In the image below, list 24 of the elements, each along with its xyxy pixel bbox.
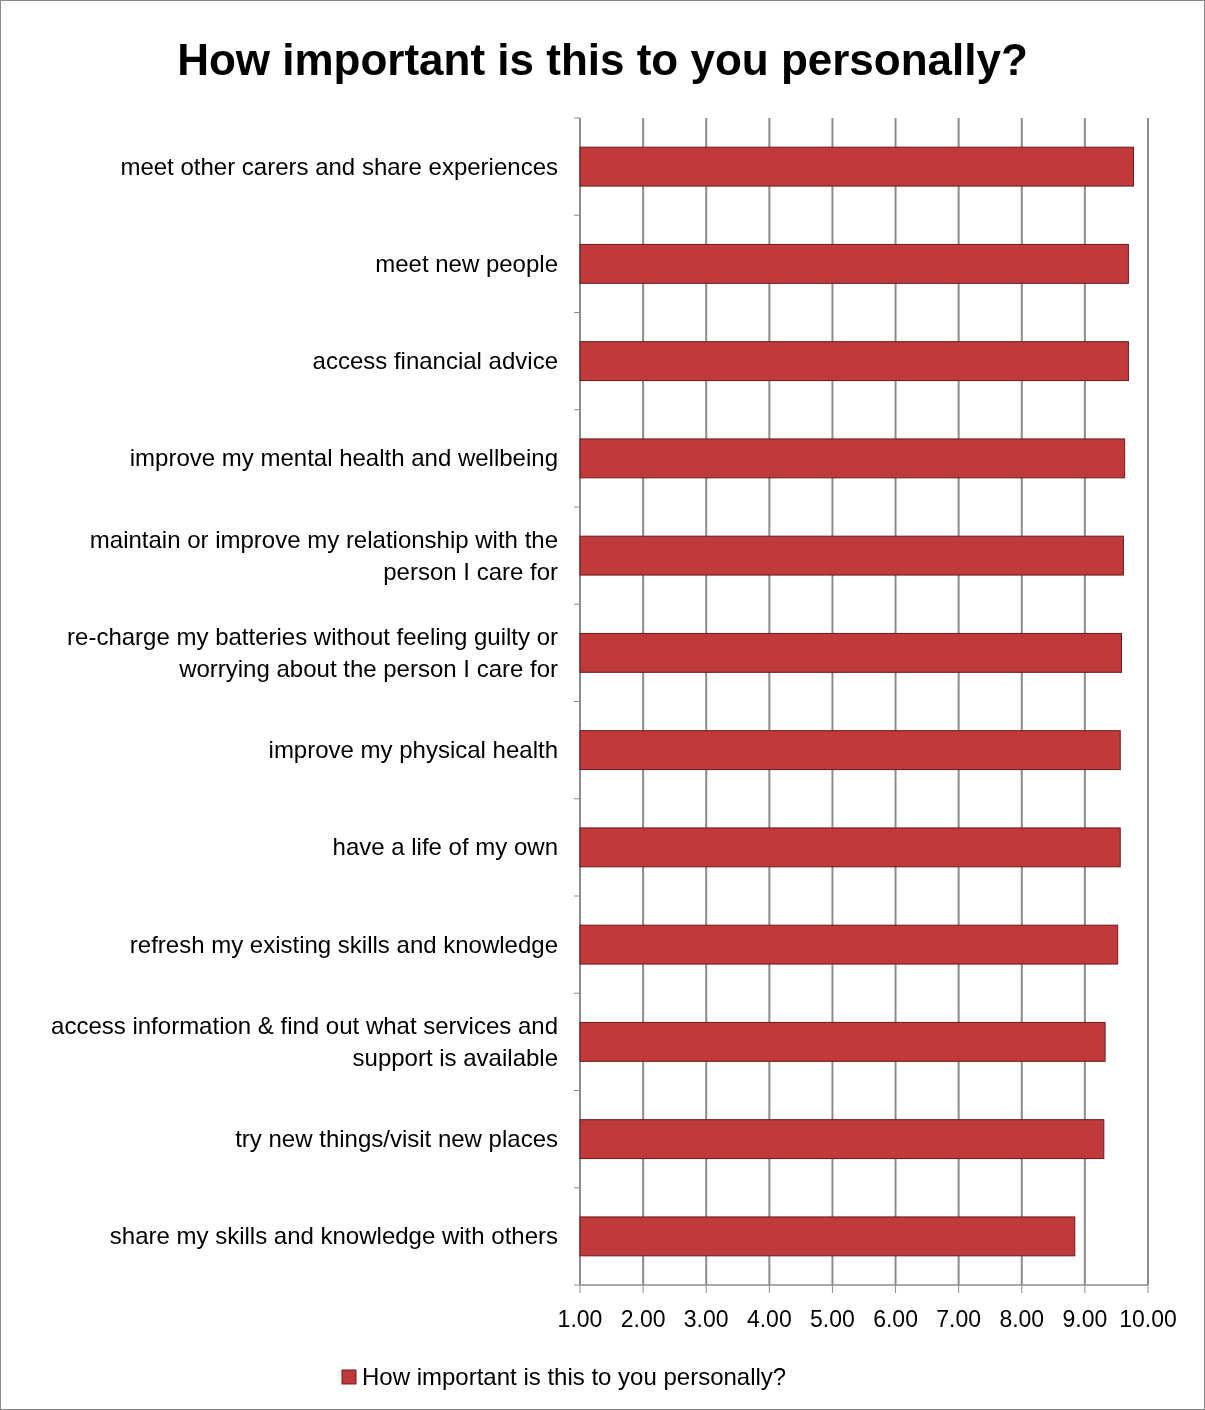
y-tick-label: meet other carers and share experiences xyxy=(120,152,558,180)
y-tick-label: improve my physical health xyxy=(268,736,558,764)
x-tick-label: 5.00 xyxy=(810,1306,855,1332)
x-tick-label: 7.00 xyxy=(936,1306,982,1332)
x-tick-label: 10.00 xyxy=(1119,1306,1177,1332)
y-tick-label: maintain or improve my relationship with the person I care for xyxy=(89,525,559,585)
y-tick-label: improve my mental health and wellbeing xyxy=(129,444,558,472)
x-tick-label: 3.00 xyxy=(683,1306,729,1332)
y-tick-label: have a life of my own xyxy=(332,833,558,861)
y-tick-label: try new things/visit new places xyxy=(235,1125,558,1153)
y-tick-label: refresh my existing skills and knowledge xyxy=(129,930,558,958)
y-tick-label: access financial advice xyxy=(312,347,558,375)
x-tick-label: 9.00 xyxy=(1062,1306,1108,1332)
x-tick-label: 4.00 xyxy=(746,1306,792,1332)
x-tick-label: 2.00 xyxy=(620,1306,666,1332)
x-tick-label: 6.00 xyxy=(873,1306,918,1332)
y-tick-label: access information & find out what services and support is available xyxy=(51,1011,558,1071)
legend-label: How important is this to you personally? xyxy=(362,1363,787,1390)
y-tick-label: re-charge my batteries without feeling guilty or worrying about the person I care for xyxy=(67,622,558,682)
x-tick-label: 1.00 xyxy=(557,1306,603,1332)
chart-title: How important is this to you personally? xyxy=(177,35,1028,84)
y-tick-label: share my skills and knowledge with others xyxy=(109,1222,558,1250)
x-tick-label: 8.00 xyxy=(999,1306,1045,1332)
y-tick-label: meet new people xyxy=(375,249,558,277)
